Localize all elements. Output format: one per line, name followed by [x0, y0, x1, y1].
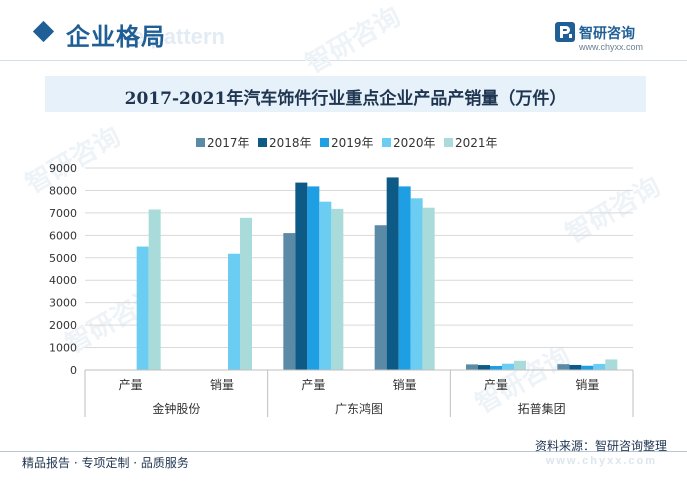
- bar: [283, 233, 296, 370]
- bar: [502, 363, 514, 370]
- bar: [136, 246, 149, 370]
- footer-tagline: 精品报告 · 专项定制 · 品质服务: [22, 456, 189, 470]
- legend-swatch: [320, 138, 329, 147]
- bar: [490, 365, 502, 370]
- bar: [410, 198, 423, 370]
- bar: [557, 364, 570, 370]
- y-tick-label: 9000: [49, 162, 77, 175]
- legend-label: 2019年: [331, 136, 374, 150]
- zhiyan-logo-icon: [555, 22, 575, 42]
- chart-title-band: 2017-2021年汽车饰件行业重点企业产品产销量（万件）: [45, 76, 646, 112]
- bar: [386, 177, 399, 370]
- bar: [295, 182, 308, 370]
- bar: [319, 201, 332, 370]
- page-header: e pattern 企业格局 智研咨询 www.chyxx.com: [0, 0, 687, 61]
- y-tick-label: 1000: [49, 342, 77, 355]
- bar: [569, 364, 582, 370]
- bar: [228, 253, 240, 370]
- chart-title: 2017-2021年汽车饰件行业重点企业产品产销量（万件）: [124, 89, 567, 109]
- y-tick-label: 5000: [49, 252, 77, 265]
- y-tick-label: 7000: [49, 207, 77, 220]
- legend-swatch: [196, 138, 205, 147]
- page-title: 企业格局: [66, 23, 166, 51]
- legend-label: 2018年: [269, 136, 312, 150]
- bar: [605, 359, 618, 370]
- legend-swatch: [382, 138, 391, 147]
- x-tick-label: 产量: [484, 378, 508, 392]
- y-tick-label: 4000: [49, 274, 77, 287]
- legend-label: 2020年: [393, 136, 436, 150]
- y-tick-label: 0: [70, 364, 77, 377]
- header-watermark: e pattern: [132, 24, 225, 49]
- legend-label: 2021年: [455, 136, 498, 150]
- legend-label: 2017年: [207, 136, 250, 150]
- y-tick-label: 2000: [49, 319, 77, 332]
- x-tick-label: 销量: [210, 378, 234, 392]
- y-tick-label: 6000: [49, 229, 77, 242]
- y-tick-label: 3000: [49, 297, 77, 310]
- x-tick-label: 产量: [119, 378, 143, 392]
- bar: [514, 360, 526, 370]
- header-divider: [0, 60, 687, 61]
- brand-block: 智研咨询 www.chyxx.com: [555, 22, 665, 56]
- x-tick-label: 销量: [575, 378, 599, 392]
- bar: [307, 186, 320, 370]
- x-tick-label: 产量: [301, 378, 325, 392]
- bar: [148, 209, 161, 370]
- legend-swatch: [258, 138, 267, 147]
- bar: [374, 225, 387, 370]
- bar: [593, 363, 606, 370]
- group-label: 金钟股份: [152, 401, 200, 416]
- brand-name: 智研咨询: [579, 26, 635, 42]
- group-label: 广东鸿图: [335, 402, 383, 416]
- legend-swatch: [444, 138, 453, 147]
- y-tick-label: 8000: [49, 184, 77, 197]
- bar: [466, 364, 478, 370]
- bar: [240, 217, 252, 370]
- source-note: 资料来源：智研咨询整理: [534, 439, 667, 453]
- brand-url: www.chyxx.com: [579, 42, 644, 52]
- footer-url-watermark: www.chyxx.com: [545, 455, 657, 467]
- bar: [331, 208, 344, 370]
- x-tick-label: 销量: [393, 378, 417, 392]
- bar-chart: 0 1000 2000 3000 4000 5000 6000 7000 8000 9000 产量 销…: [49, 162, 634, 417]
- bar: [398, 186, 411, 370]
- footer-divider: [0, 451, 687, 452]
- group-label: 拓普集团: [518, 401, 566, 416]
- bar: [581, 365, 594, 370]
- bar: [422, 207, 435, 370]
- bar: [478, 365, 490, 370]
